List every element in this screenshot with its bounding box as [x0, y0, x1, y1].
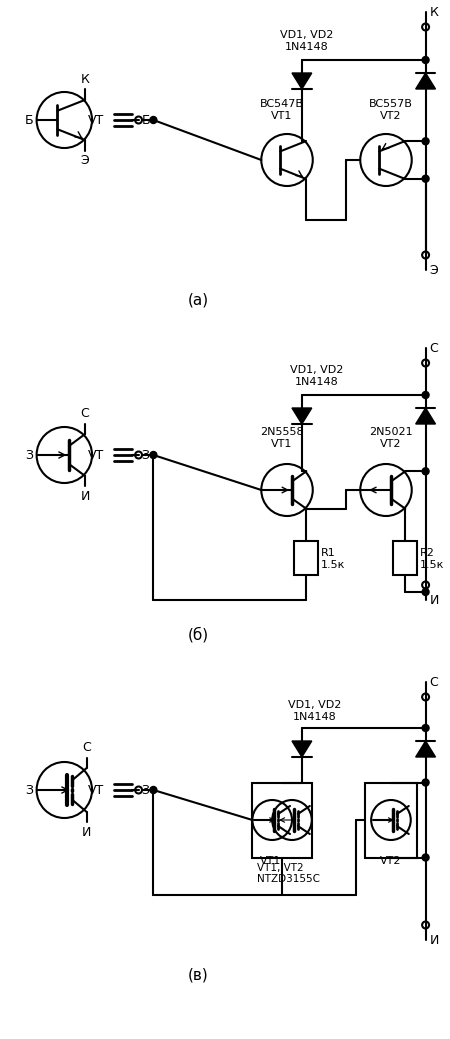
Text: С: С [430, 342, 438, 354]
Text: VT: VT [88, 449, 104, 461]
Text: 1.5к: 1.5к [420, 560, 445, 570]
Text: З: З [142, 449, 149, 461]
Text: И: И [82, 826, 91, 840]
Polygon shape [416, 73, 436, 89]
Text: VT2: VT2 [380, 439, 402, 449]
Text: R2: R2 [420, 548, 435, 558]
Text: 1N4148: 1N4148 [285, 42, 328, 52]
Circle shape [422, 176, 429, 182]
Text: VT1: VT1 [271, 111, 293, 121]
Text: 1.5к: 1.5к [321, 560, 346, 570]
Text: З: З [26, 783, 34, 797]
Bar [294, 541, 318, 575]
Text: З: З [26, 449, 34, 461]
Text: NTZD3155C: NTZD3155C [257, 875, 320, 884]
Text: VT: VT [88, 113, 104, 127]
Text: (в): (в) [188, 967, 208, 983]
Circle shape [150, 116, 157, 124]
Text: VT1, VT2: VT1, VT2 [257, 862, 304, 873]
Text: VT: VT [88, 783, 104, 797]
Text: С: С [430, 675, 438, 689]
Text: BC547B: BC547B [260, 99, 304, 109]
Text: VT1: VT1 [260, 855, 281, 865]
Polygon shape [292, 408, 312, 424]
Circle shape [422, 588, 429, 595]
Polygon shape [416, 408, 436, 424]
Text: И: И [430, 593, 439, 607]
Text: VD1, VD2: VD1, VD2 [290, 365, 343, 375]
Text: 1N4148: 1N4148 [295, 377, 338, 387]
Bar [252, 782, 312, 857]
Text: Э: Э [430, 264, 438, 276]
Text: 2N5021: 2N5021 [369, 427, 413, 437]
Circle shape [422, 138, 429, 144]
Polygon shape [292, 73, 312, 89]
Text: VD1, VD2: VD1, VD2 [288, 700, 342, 710]
Circle shape [150, 787, 157, 794]
Circle shape [422, 392, 429, 399]
Circle shape [150, 452, 157, 458]
Bar [365, 782, 417, 857]
Text: И: И [430, 933, 439, 947]
Circle shape [422, 854, 429, 861]
Text: (б): (б) [187, 628, 208, 643]
Circle shape [422, 779, 429, 785]
Text: И: И [81, 490, 90, 503]
Circle shape [422, 468, 429, 475]
Text: Э: Э [81, 154, 90, 166]
Text: VT1: VT1 [271, 439, 293, 449]
Text: З: З [142, 783, 149, 797]
Bar [393, 541, 417, 575]
Text: 1N4148: 1N4148 [293, 712, 337, 722]
Text: VD1, VD2: VD1, VD2 [280, 30, 333, 39]
Text: 2N5558: 2N5558 [260, 427, 304, 437]
Polygon shape [292, 741, 312, 757]
Text: (а): (а) [187, 293, 208, 308]
Text: VT2: VT2 [380, 855, 402, 865]
Circle shape [422, 724, 429, 731]
Text: С: С [82, 741, 91, 753]
Text: Б: Б [142, 113, 150, 127]
Text: R1: R1 [321, 548, 336, 558]
Text: VT2: VT2 [380, 111, 402, 121]
Text: BC557B: BC557B [369, 99, 413, 109]
Text: С: С [81, 407, 90, 420]
Text: К: К [81, 74, 90, 86]
Circle shape [422, 56, 429, 63]
Text: К: К [430, 5, 438, 19]
Text: Б: Б [25, 113, 34, 127]
Polygon shape [416, 741, 436, 757]
